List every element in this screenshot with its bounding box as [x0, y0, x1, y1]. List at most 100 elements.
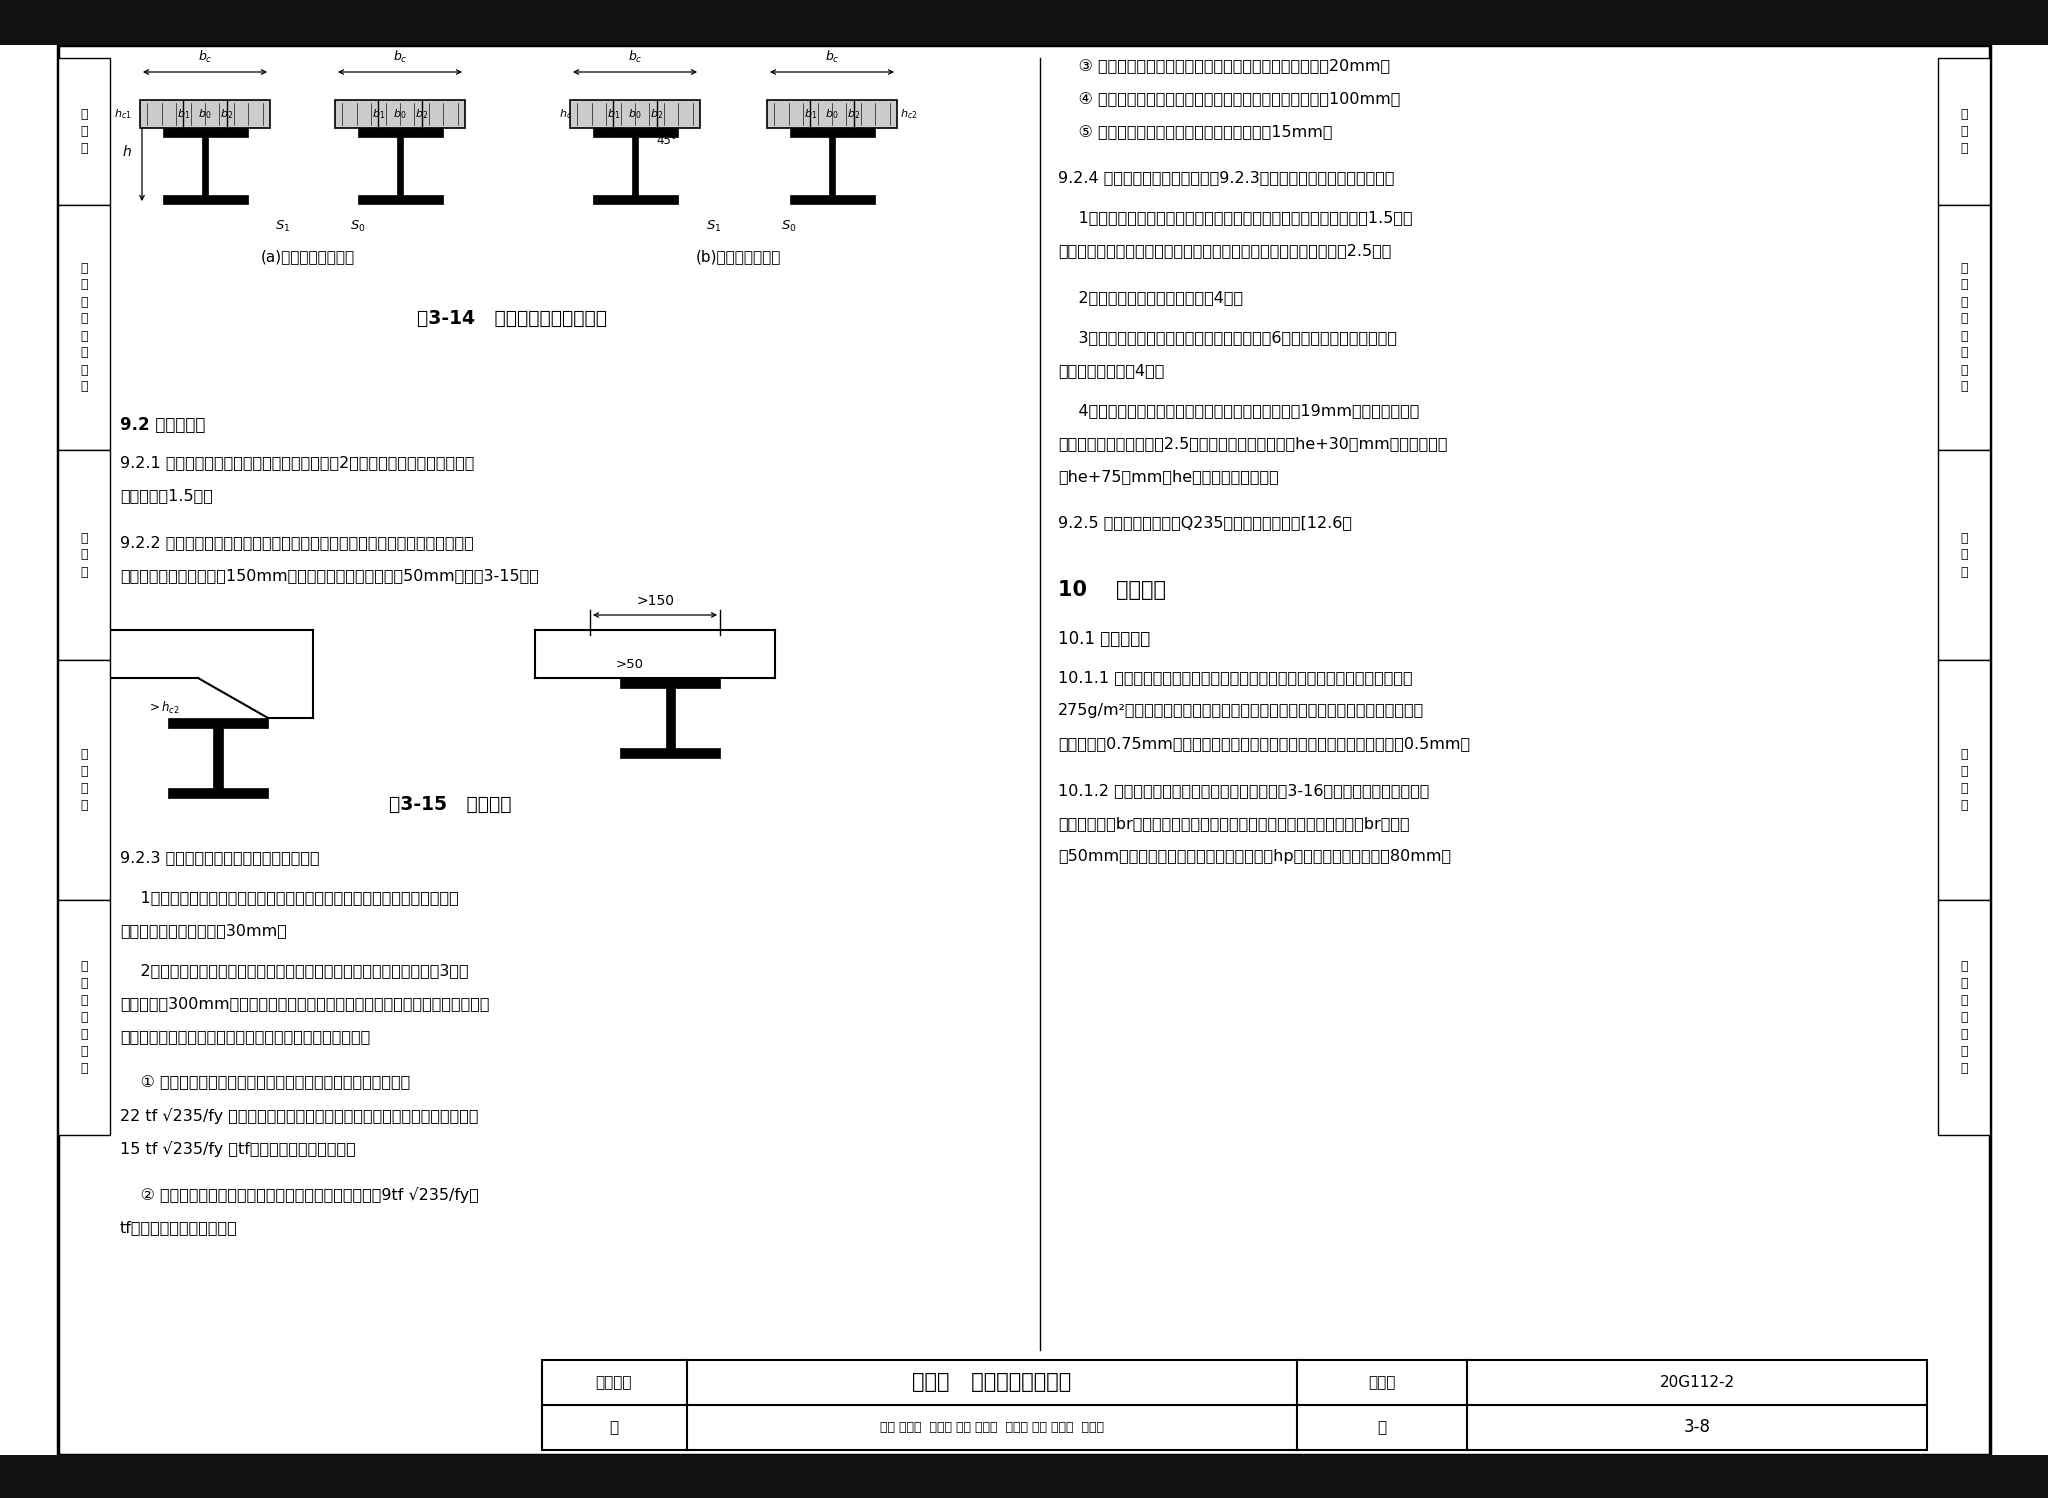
Text: >150: >150 [637, 595, 674, 608]
Text: 伸出钢梁中心线不应小于150mm、伸出钢梁翼缘边不应小于50mm（见图3-15）。: 伸出钢梁中心线不应小于150mm、伸出钢梁翼缘边不应小于50mm（见图3-15）… [121, 568, 539, 583]
Text: $b_0$: $b_0$ [199, 106, 211, 121]
Text: tf为钢梁受压上翼缘厚度；: tf为钢梁受压上翼缘厚度； [121, 1219, 238, 1234]
Text: 总
说
明: 总 说 明 [1960, 108, 1968, 154]
Text: 10.1 一般规定。: 10.1 一般规定。 [1059, 631, 1151, 649]
Text: ⑤ 连接件顶面的混凝土保护层厚度不应小于15mm。: ⑤ 连接件顶面的混凝土保护层厚度不应小于15mm。 [1059, 124, 1333, 139]
Text: 基
结
本
构
数
设
据
计: 基 结 本 构 数 设 据 计 [80, 262, 88, 394]
Text: 当钢梁上翼缘不承受拉力时，焊钉杆直径不应大于钢梁上翼缘厚度的2.5倍；: 当钢梁上翼缘不承受拉力时，焊钉杆直径不应大于钢梁上翼缘厚度的2.5倍； [1059, 243, 1391, 258]
Text: $b_1$: $b_1$ [176, 106, 190, 121]
Bar [162, 127, 248, 136]
Text: 钢
结
构: 钢 结 构 [1960, 532, 1968, 578]
Text: 9.2.1 组合梁截面高度不宜超过钢梁截面高度的2倍；混凝土板托高度不宜超过: 9.2.1 组合梁截面高度不宜超过钢梁截面高度的2倍；混凝土板托高度不宜超过 [121, 455, 475, 470]
Text: 1）圆柱头焊钉连接件钉头下表面或槽钢连接件上翼缘下表面高出翼板底部: 1）圆柱头焊钉连接件钉头下表面或槽钢连接件上翼缘下表面高出翼板底部 [121, 890, 459, 905]
Text: (a)不设板托的组合梁: (a)不设板托的组合梁 [260, 249, 354, 264]
Text: 度不应小于0.75mm。作为永久模板使用的压型钢板基板的净厚度不宜小于0.5mm。: 度不应小于0.75mm。作为永久模板使用的压型钢板基板的净厚度不宜小于0.5mm… [1059, 736, 1470, 750]
Bar [57, 661, 111, 900]
Text: 重心轴处宽度br，缩口型压型钢板和闭口型压型钢板槽口最小浇筑宽度br不应小: 重心轴处宽度br，缩口型压型钢板和闭口型压型钢板槽口最小浇筑宽度br不应小 [1059, 816, 1409, 831]
Text: ① 当混凝土板沿全长和组合梁接触时，连接件最大间距不大于: ① 当混凝土板沿全长和组合梁接触时，连接件最大间距不大于 [121, 1076, 410, 1091]
Text: 距不应小于杆径的4倍；: 距不应小于杆径的4倍； [1059, 363, 1165, 377]
Text: 页: 页 [1378, 1420, 1386, 1435]
Text: 图3-15   边梁构造: 图3-15 边梁构造 [389, 795, 512, 813]
Bar [168, 718, 268, 728]
Text: >50: >50 [616, 659, 643, 671]
Text: $b_c$: $b_c$ [825, 49, 840, 64]
Bar [358, 195, 442, 204]
Text: 10    组合楼板: 10 组合楼板 [1059, 580, 1165, 601]
Text: $S_1$: $S_1$ [707, 219, 721, 234]
Bar [57, 449, 111, 661]
Bar [788, 195, 874, 204]
Text: 9.2.4 圆柱头焊钉连接件除应符合9.2.3条规定外，尚应符合下列规定：: 9.2.4 圆柱头焊钉连接件除应符合9.2.3条规定外，尚应符合下列规定： [1059, 169, 1395, 184]
Text: 22 tf √235/fy ；当混凝土板和组合梁部分接触时，连接件最大间距不大于: 22 tf √235/fy ；当混凝土板和组合梁部分接触时，连接件最大间距不大于 [121, 1109, 479, 1124]
Text: $h$: $h$ [123, 144, 131, 159]
Text: $b_1$: $b_1$ [803, 106, 817, 121]
Text: 3-8: 3-8 [1683, 1419, 1710, 1437]
Bar [57, 205, 111, 449]
Text: 20G112-2: 20G112-2 [1659, 1375, 1735, 1390]
Text: 钢
结
构: 钢 结 构 [80, 532, 88, 578]
Text: 10.1.2 压型钢板浇筑混凝土面的槽口宽度（见图3-16），开口型压型钢板凹槽: 10.1.2 压型钢板浇筑混凝土面的槽口宽度（见图3-16），开口型压型钢板凹槽 [1059, 783, 1430, 798]
Text: 组
合
结
构: 组 合 结 构 [80, 748, 88, 812]
Text: $h_{c1}$: $h_{c1}$ [115, 106, 131, 121]
Text: $b_c$: $b_c$ [199, 49, 213, 64]
Text: $>h_{c2}$: $>h_{c2}$ [147, 700, 180, 716]
Bar [168, 788, 268, 798]
Text: $S_0$: $S_0$ [780, 219, 797, 234]
Bar [336, 100, 465, 127]
Text: 3）焊钉沿梁轴线方向的间距不应小于杆径的6倍；垂直于梁轴线方向的间: 3）焊钉沿梁轴线方向的间距不应小于杆径的6倍；垂直于梁轴线方向的间 [1059, 330, 1397, 345]
Text: 页: 页 [610, 1420, 618, 1435]
Bar [621, 748, 721, 758]
Text: ④ 连接件的外侧边缘至混凝土翼板边缘间的距离不应小于100mm；: ④ 连接件的外侧边缘至混凝土翼板边缘间的距离不应小于100mm； [1059, 91, 1401, 106]
Bar [57, 58, 111, 205]
Text: $h_{c2}$: $h_{c2}$ [72, 691, 90, 706]
Text: $b_2$: $b_2$ [416, 106, 428, 121]
Text: 组合结构: 组合结构 [596, 1375, 633, 1390]
Text: 图集号: 图集号 [1368, 1375, 1395, 1390]
Text: 消
隔
能
震
减
与
震: 消 隔 能 震 减 与 震 [80, 960, 88, 1076]
Bar [0, 0, 2048, 45]
Bar [829, 136, 836, 195]
Bar [592, 195, 678, 204]
Text: 组合梁   组合楼板构造措施: 组合梁 组合楼板构造措施 [911, 1372, 1071, 1393]
Bar [1937, 205, 1991, 449]
Text: 审核 房鹏鹏  房咏鸣 校对 李秀敏  李令红 设计 郑春林  郑春才: 审核 房鹏鹏 房咏鸣 校对 李秀敏 李令红 设计 郑春林 郑春才 [881, 1422, 1104, 1434]
Text: 2）连接件沿梁跨度方向的最大间距不应大于混凝土翼板及板托厚度的3倍，: 2）连接件沿梁跨度方向的最大间距不应大于混凝土翼板及板托厚度的3倍， [121, 963, 469, 978]
Text: 10.1.1 组合楼板用压型钢板应根据腐蚀环境选择镀锌量，可选两面总镀锌量为: 10.1.1 组合楼板用压型钢板应根据腐蚀环境选择镀锌量，可选两面总镀锌量为 [1059, 670, 1413, 685]
Text: （he+75）mm，he为混凝土凸肋高度。: （he+75）mm，he为混凝土凸肋高度。 [1059, 469, 1278, 484]
Text: $b_2$: $b_2$ [649, 106, 664, 121]
Text: (b)设板托的组合梁: (b)设板托的组合梁 [696, 249, 780, 264]
Bar [397, 136, 403, 195]
Text: $b_c$: $b_c$ [627, 49, 643, 64]
Text: ② 连接件的外侧边缘与钢梁翼缘边缘之间的距离不大于9tf √235/fy；: ② 连接件的外侧边缘与钢梁翼缘边缘之间的距离不大于9tf √235/fy； [121, 1186, 479, 1203]
Bar [0, 1455, 2048, 1498]
Text: 组
合
结
构: 组 合 结 构 [1960, 748, 1968, 812]
Bar [203, 136, 209, 195]
Bar [592, 127, 678, 136]
Text: 总
说
明: 总 说 明 [80, 108, 88, 154]
Bar [633, 136, 639, 195]
Text: 9.2.2 有板托的组合梁边梁混凝土翼板伸出长度不宜小于板托高度；无板托时，: 9.2.2 有板托的组合梁边梁混凝土翼板伸出长度不宜小于板托高度；无板托时， [121, 535, 473, 550]
Bar [1937, 661, 1991, 900]
Bar [1937, 449, 1991, 661]
Text: $h_{c2}$: $h_{c2}$ [899, 106, 918, 121]
Text: 45°: 45° [657, 133, 678, 147]
Text: 翼板厚度的1.5倍。: 翼板厚度的1.5倍。 [121, 488, 213, 503]
Bar [1937, 58, 1991, 205]
Bar [788, 127, 874, 136]
Bar [768, 100, 897, 127]
Bar [569, 100, 700, 127]
Text: 4）用压型钢板作底模的组合梁，焊钉直径不宜大于19mm，混凝土凸肋宽: 4）用压型钢板作底模的组合梁，焊钉直径不宜大于19mm，混凝土凸肋宽 [1059, 403, 1419, 418]
Text: $b_0$: $b_0$ [629, 106, 641, 121]
Text: 9.2.5 槽钢连接件宜采用Q235钢，截面不宜大于[12.6。: 9.2.5 槽钢连接件宜采用Q235钢，截面不宜大于[12.6。 [1059, 515, 1352, 530]
Text: 2）焊钉长度不应小于其杆径的4倍；: 2）焊钉长度不应小于其杆径的4倍； [1059, 291, 1243, 306]
Bar [543, 1360, 1927, 1450]
Text: $b_2$: $b_2$ [219, 106, 233, 121]
Text: 15 tf √235/fy ；tf为钢梁受压上翼缘厚度；: 15 tf √235/fy ；tf为钢梁受压上翼缘厚度； [121, 1141, 356, 1156]
Text: 9.2.3 抗剪连接件的设置应符合下列规定：: 9.2.3 抗剪连接件的设置应符合下列规定： [121, 849, 319, 864]
Text: 1）钢梁上翼缘承受拉力时，焊钉杆直径不应大于钢梁上翼缘厚度的1.5倍；: 1）钢梁上翼缘承受拉力时，焊钉杆直径不应大于钢梁上翼缘厚度的1.5倍； [1059, 210, 1413, 225]
Text: $h_c$: $h_c$ [559, 106, 571, 121]
Bar [162, 195, 248, 204]
Text: 于50mm。当槽内放置栓钉时，压型钢板总高hp（包括压痕）不宜大于80mm。: 于50mm。当槽内放置栓钉时，压型钢板总高hp（包括压痕）不宜大于80mm。 [1059, 849, 1452, 864]
Text: ③ 连接件的外侧边缘与钢梁翼缘边缘之间的距离不应小于20mm；: ③ 连接件的外侧边缘与钢梁翼缘边缘之间的距离不应小于20mm； [1059, 58, 1391, 73]
Text: $S_1$: $S_1$ [274, 219, 291, 234]
